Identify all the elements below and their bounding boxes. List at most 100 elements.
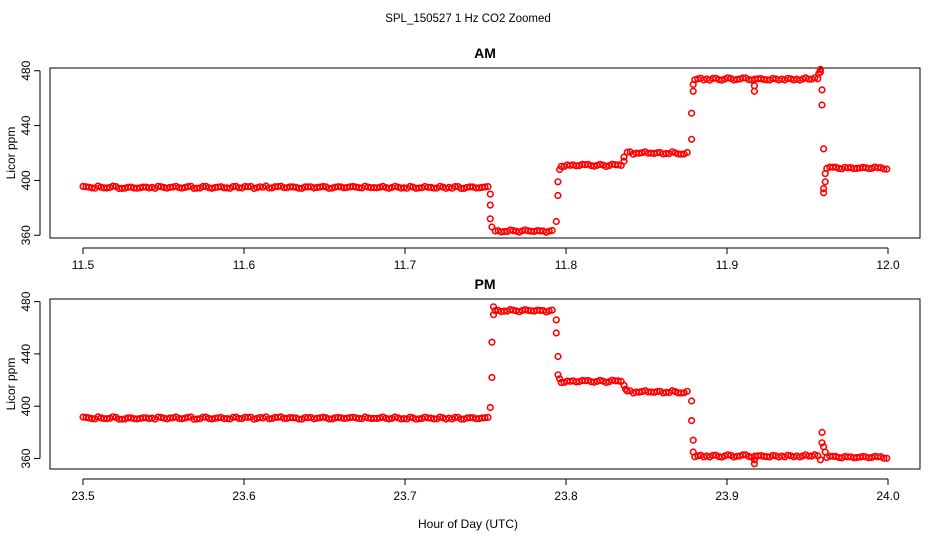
data-point <box>621 385 630 393</box>
data-point <box>880 454 888 462</box>
x-tick-label: 11.5 <box>72 258 95 272</box>
data-point <box>818 86 826 94</box>
data-point <box>430 184 438 192</box>
data-point <box>687 135 696 143</box>
data-point <box>385 415 393 423</box>
data-point <box>545 227 553 235</box>
data-point <box>489 303 498 311</box>
data-point <box>88 415 96 423</box>
x-tick-label: 23.6 <box>232 489 256 503</box>
data-point <box>548 226 556 235</box>
data-point <box>620 153 628 161</box>
plot-frame <box>49 67 921 239</box>
y-tick-label: 480 <box>19 60 33 80</box>
data-point <box>816 68 825 76</box>
data-point <box>488 223 496 231</box>
data-point <box>244 183 252 191</box>
x-tick-label: 11.8 <box>555 258 578 272</box>
data-point <box>554 191 562 200</box>
data-point <box>554 178 562 186</box>
y-tick-label: 400 <box>19 396 33 416</box>
data-point <box>750 460 759 468</box>
x-tick-label: 12.0 <box>876 258 900 272</box>
data-series <box>79 65 891 236</box>
y-axis-label: Licor ppm <box>4 358 18 411</box>
data-point <box>554 352 562 361</box>
y-tick-label: 360 <box>19 448 33 468</box>
data-point <box>545 307 553 315</box>
x-tick-label: 11.7 <box>394 258 417 272</box>
data-point <box>620 381 628 389</box>
data-point <box>724 74 732 82</box>
x-tick-label: 23.9 <box>715 489 739 503</box>
data-point <box>319 182 327 191</box>
data-point <box>184 183 192 191</box>
x-tick-label: 23.7 <box>393 489 417 503</box>
data-point <box>486 215 494 223</box>
data-point <box>662 149 670 158</box>
data-point <box>883 165 891 173</box>
data-point <box>319 413 327 421</box>
data-point <box>602 378 610 387</box>
data-point <box>683 148 691 157</box>
data-point <box>250 415 258 423</box>
data-point <box>596 160 604 168</box>
data-point <box>614 161 622 169</box>
data-point <box>883 454 891 462</box>
data-point <box>816 456 825 464</box>
data-point <box>451 183 459 191</box>
data-point <box>816 65 825 73</box>
data-point <box>818 439 826 447</box>
data-point <box>488 373 496 382</box>
data-point <box>451 413 459 422</box>
data-point <box>486 403 494 412</box>
data-point <box>821 448 829 456</box>
data-point <box>677 389 685 397</box>
data-point <box>596 376 604 385</box>
data-point <box>689 436 697 444</box>
y-tick-label: 440 <box>19 115 33 135</box>
am-panel: AM Licor ppm 11.5 11.6 11.7 11.8 11.9 12.0 360 40… <box>4 45 921 272</box>
data-point <box>724 451 732 459</box>
data-point <box>620 157 628 165</box>
data-point <box>391 182 399 190</box>
x-tick-label: 23.5 <box>71 489 95 503</box>
x-axis-label: Hour of Day (UTC) <box>418 517 518 531</box>
data-point <box>484 413 492 422</box>
data-point <box>552 217 560 226</box>
data-point <box>821 170 829 178</box>
data-point <box>750 456 759 464</box>
data-point <box>548 306 556 314</box>
data-point <box>687 417 696 425</box>
data-point <box>819 145 828 153</box>
data-point <box>687 109 696 117</box>
data-point <box>819 185 828 193</box>
data-point <box>484 183 492 191</box>
data-point <box>689 448 697 456</box>
data-point <box>109 182 117 190</box>
data-point <box>430 415 438 423</box>
data-point <box>614 377 622 385</box>
data-point <box>481 414 489 422</box>
figure-title: SPL_150527 1 Hz CO2 Zoomed <box>385 13 551 25</box>
data-point <box>385 184 393 192</box>
x-tick-label: 24.0 <box>876 489 900 503</box>
data-point <box>677 150 685 158</box>
data-point <box>391 413 399 421</box>
data-point <box>184 413 192 421</box>
data-point <box>436 413 444 421</box>
data-point <box>683 387 691 395</box>
data-point <box>488 338 496 346</box>
data-point <box>555 165 564 174</box>
data-point <box>555 375 564 383</box>
data-point <box>623 148 631 156</box>
data-point <box>88 184 96 192</box>
data-point <box>193 415 201 423</box>
x-tick-label: 11.6 <box>233 258 256 272</box>
y-tick-label: 480 <box>19 291 33 311</box>
data-point <box>103 184 111 192</box>
panel-title: AM <box>474 45 496 61</box>
data-point <box>880 165 888 173</box>
data-point <box>750 82 759 90</box>
data-point <box>552 316 560 324</box>
